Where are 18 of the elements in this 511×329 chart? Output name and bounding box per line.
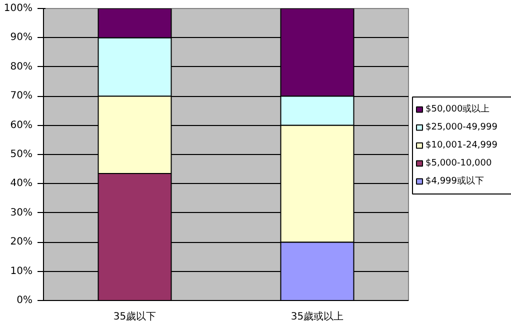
y-tick-label: 10% [10, 266, 33, 277]
legend-label: $5,000-10,000 [426, 158, 492, 168]
y-tick-label: 60% [10, 120, 33, 131]
y-tick-label: 40% [10, 178, 33, 190]
y-tick-label: 70% [10, 90, 33, 102]
y-tick-label: 50% [10, 149, 33, 160]
y-tick-label: 20% [10, 236, 33, 248]
y-tick-label: 80% [10, 61, 33, 72]
y-tick-label: 30% [10, 207, 33, 218]
y-tick-label: 0% [16, 295, 33, 306]
y-tick-label: 90% [10, 32, 33, 44]
x-tick-label: 35歲或以上 [290, 310, 344, 322]
legend-label: $10,001-24,999 [426, 140, 498, 151]
legend-label: $25,000-49,999 [426, 122, 498, 133]
legend-label: $4,999或以下 [426, 175, 484, 186]
y-tick-label: 100% [4, 3, 33, 14]
x-tick-label: 35歲以下 [113, 310, 156, 322]
legend-label: $50,000或以上 [426, 104, 490, 115]
